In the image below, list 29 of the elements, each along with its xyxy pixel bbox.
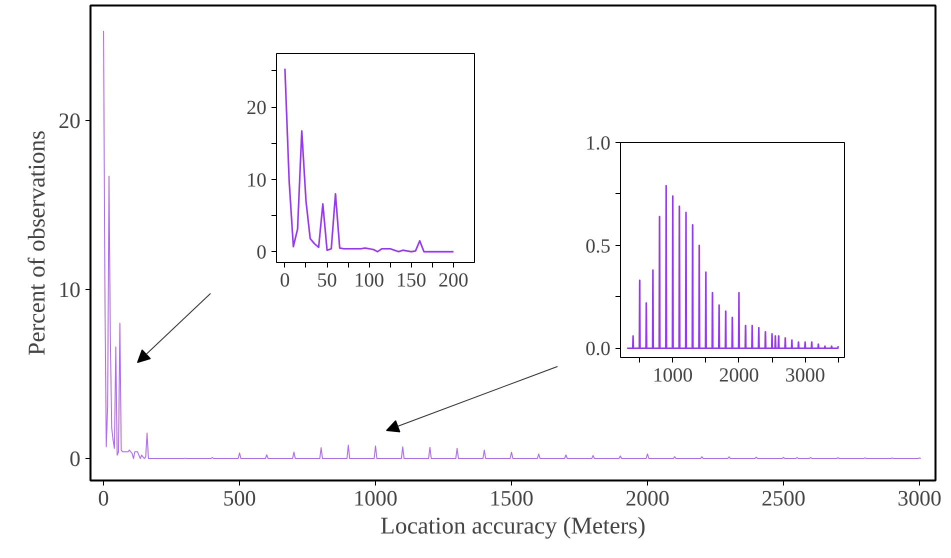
x-tick-label: 1000 bbox=[652, 364, 693, 386]
x-tick-label: 2000 bbox=[625, 486, 670, 510]
y-tick-label: 0 bbox=[70, 446, 80, 472]
x-tick-label: 3000 bbox=[897, 486, 942, 510]
x-tick-label: 0 bbox=[98, 486, 110, 510]
x-tick-label: 2000 bbox=[718, 364, 759, 386]
x-tick-label: 3000 bbox=[785, 364, 826, 386]
line-series bbox=[284, 68, 454, 252]
y-tick-label: 0.0 bbox=[586, 338, 610, 360]
x-tick-label: 1000 bbox=[354, 486, 398, 510]
y-tick-label: 0.5 bbox=[586, 235, 610, 258]
y-tick-label: 10 bbox=[246, 169, 266, 192]
x-tick-label: 150 bbox=[396, 270, 426, 292]
x-tick-label: 1500 bbox=[490, 486, 534, 510]
line-series bbox=[626, 184, 840, 350]
x-tick-label: 500 bbox=[223, 486, 256, 510]
y-tick-label: 0 bbox=[256, 242, 266, 264]
x-tick-label: 100 bbox=[354, 270, 384, 292]
x-axis-title: Location accuracy (Meters) bbox=[380, 514, 646, 540]
x-tick-label: 0 bbox=[280, 270, 290, 292]
y-tick-label: 20 bbox=[246, 97, 266, 120]
y-axis-title: Percent of observations bbox=[24, 130, 50, 356]
x-tick-label: 200 bbox=[438, 270, 468, 292]
x-tick-label: 50 bbox=[317, 270, 338, 292]
y-tick-label: 10 bbox=[58, 276, 80, 302]
y-tick-label: 1.0 bbox=[586, 132, 610, 154]
x-tick-label: 2500 bbox=[761, 486, 806, 510]
line-series bbox=[103, 30, 922, 460]
y-tick-label: 20 bbox=[58, 108, 80, 133]
